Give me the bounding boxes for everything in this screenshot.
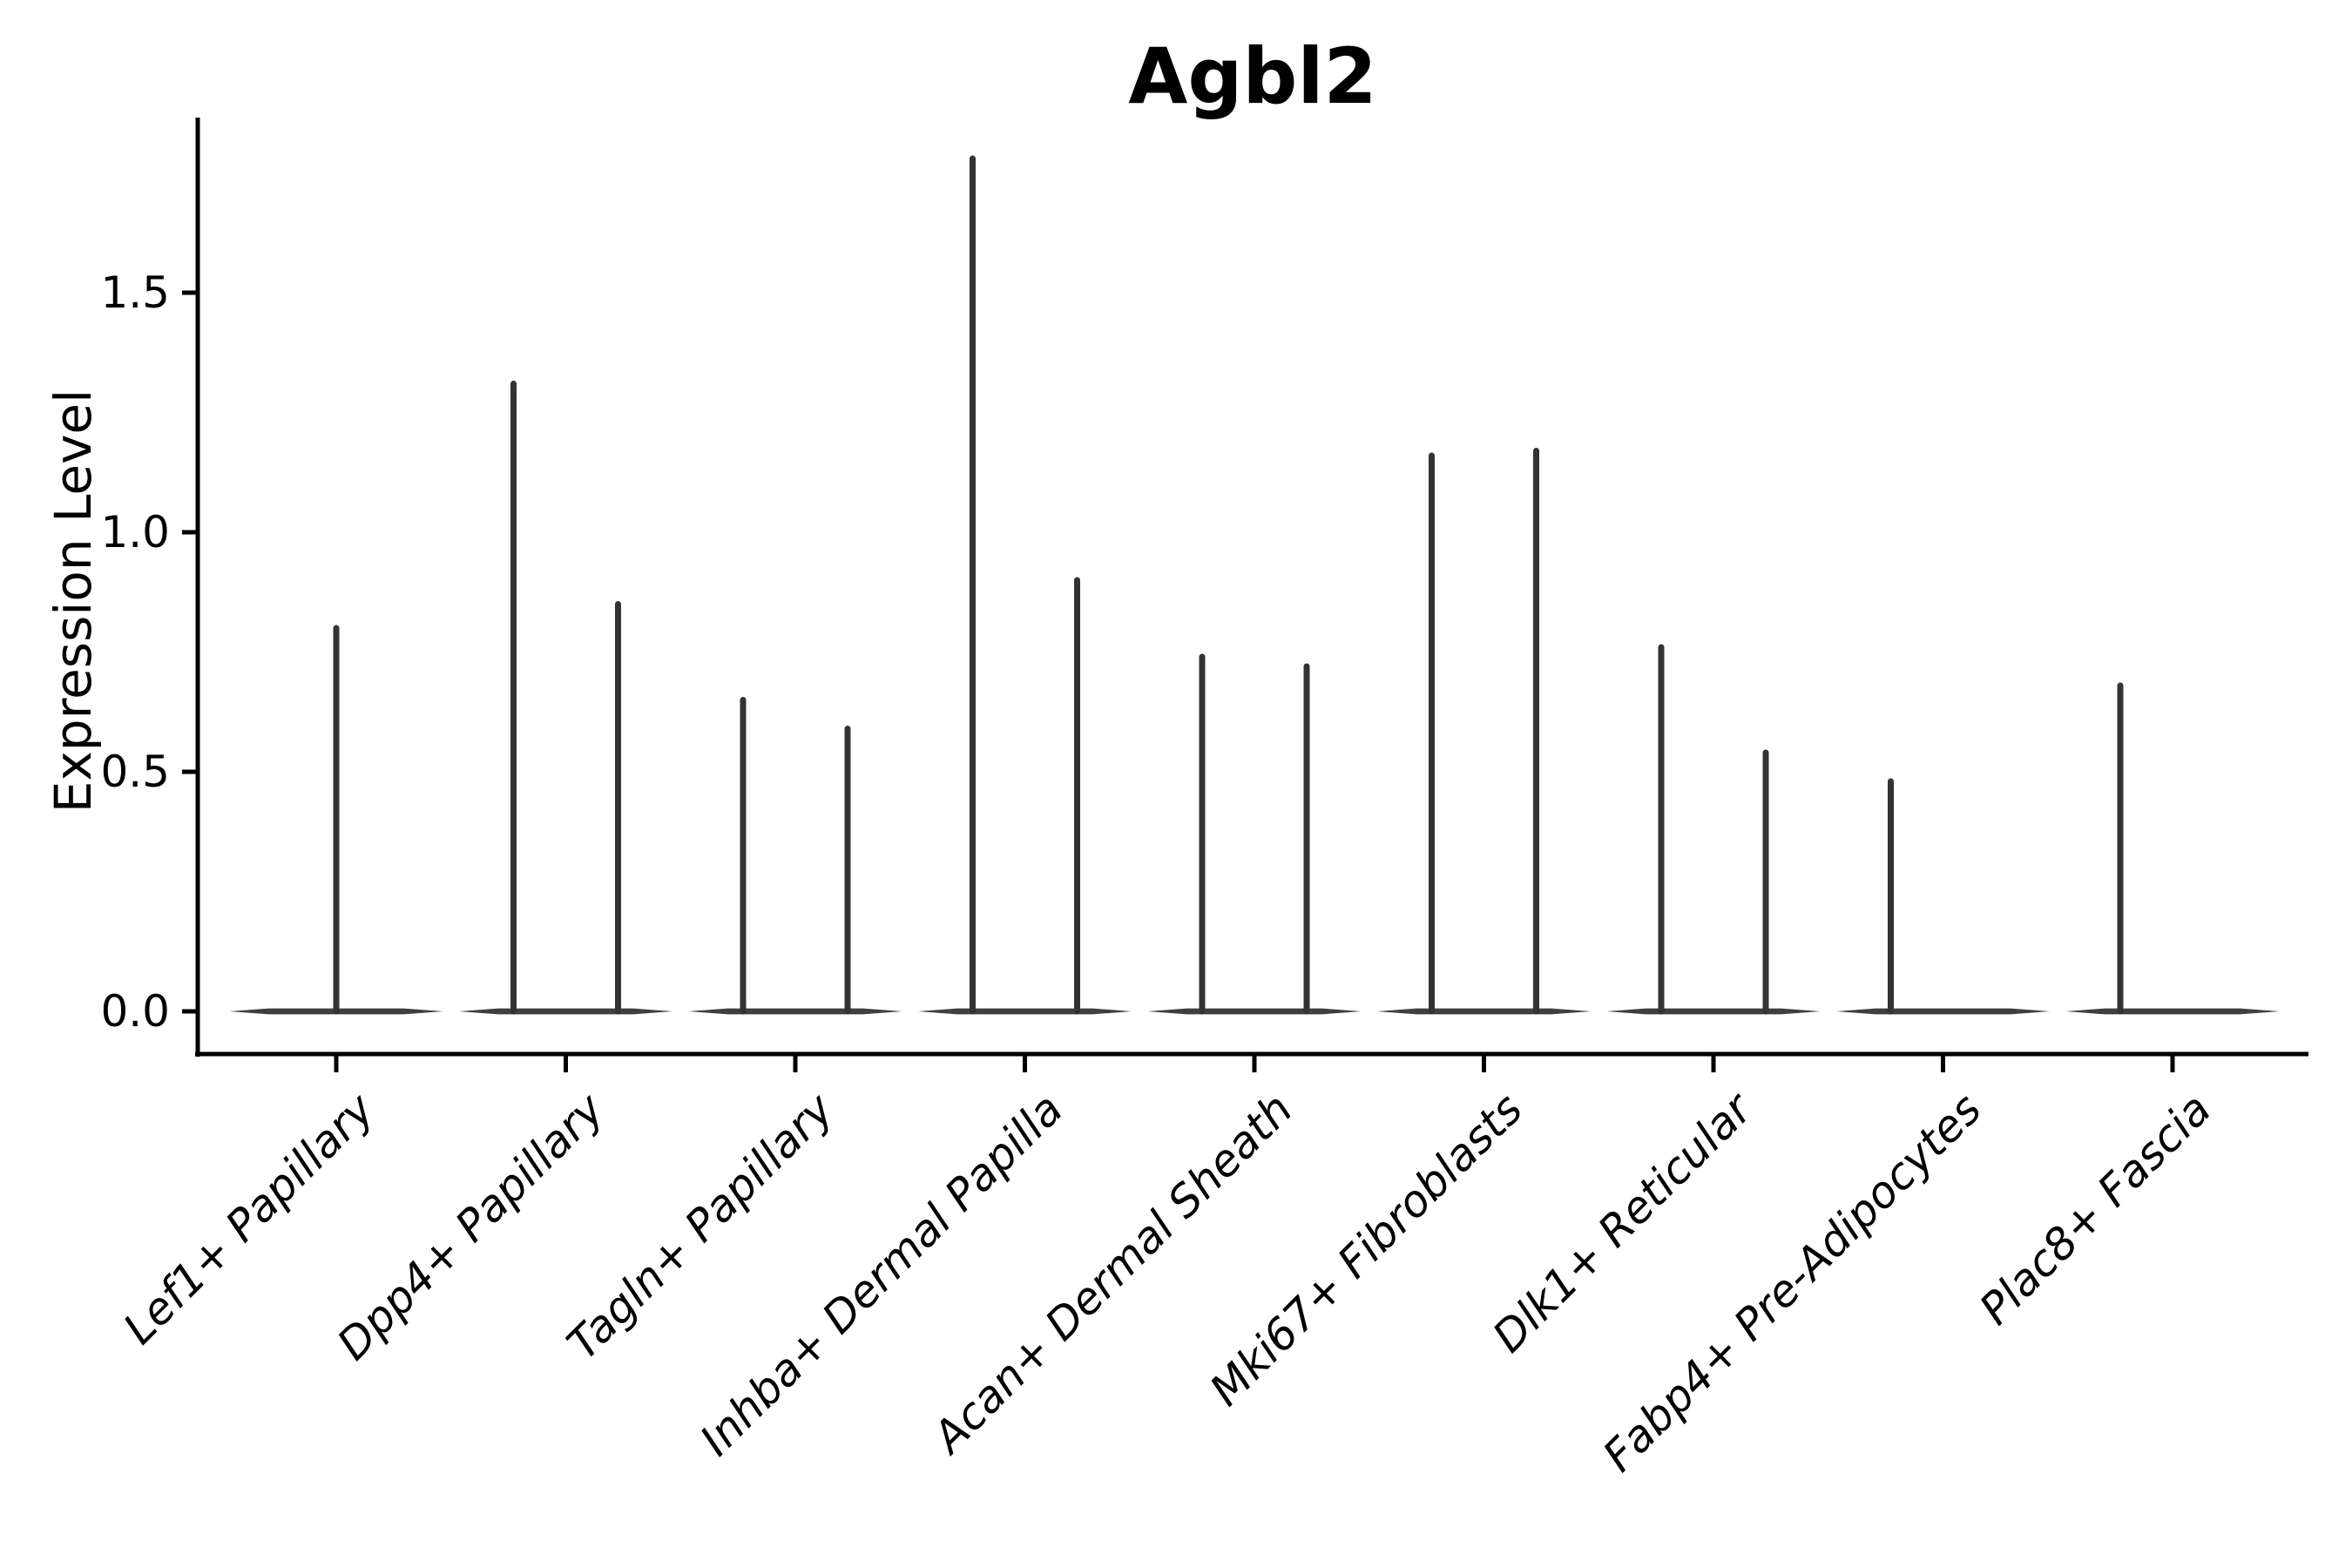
y-axis-label: Expression Level [44,389,103,814]
violin-baseline [918,1008,1132,1015]
violin-baseline [688,1008,902,1015]
violin-baseline [2065,1008,2280,1015]
y-tick-label: 0.5 [100,747,170,797]
y-tick-label: 0.0 [100,986,170,1037]
violin-baseline [459,1008,672,1015]
violin-baseline [1836,1008,2050,1015]
y-tick-label: 1.5 [100,267,170,318]
page-title: Agbl2 [1128,31,1377,121]
violin-baseline [1377,1008,1591,1015]
y-tick-label: 1.0 [100,507,170,558]
violin-baseline [1147,1008,1362,1015]
violin-baseline [1606,1008,1821,1015]
